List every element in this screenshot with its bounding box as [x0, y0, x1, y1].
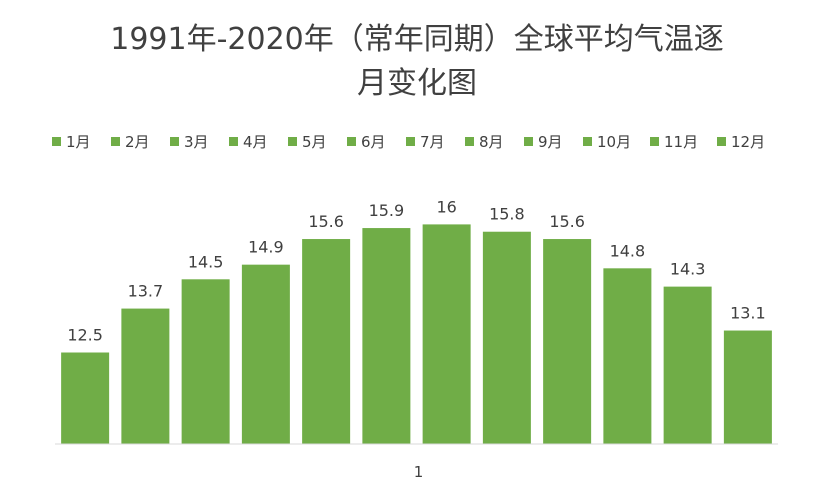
legend-item: 6月: [347, 133, 386, 151]
legend-swatch: [524, 137, 533, 146]
legend-swatch: [717, 137, 726, 146]
bar-9: [543, 239, 592, 444]
legend-swatch: [347, 137, 356, 146]
legend-swatch: [465, 137, 474, 146]
data-label-1: 12.5: [67, 326, 103, 345]
bar-10: [603, 268, 652, 444]
bar-8: [482, 231, 531, 444]
bar-12: [723, 330, 772, 444]
legend-label: 10月: [597, 133, 631, 151]
legend-label: 1月: [66, 133, 91, 151]
legend-item: 9月: [524, 133, 563, 151]
legend-label: 11月: [664, 133, 698, 151]
bar-2: [121, 308, 170, 444]
legend-swatch: [229, 137, 238, 146]
legend-swatch: [406, 137, 415, 146]
bar-5: [302, 239, 351, 444]
legend-item: 10月: [583, 133, 631, 151]
data-label-7: 16: [436, 197, 456, 216]
legend-swatch: [111, 137, 120, 146]
legend-swatch: [650, 137, 659, 146]
data-label-9: 15.6: [549, 212, 585, 231]
data-label-5: 15.6: [308, 212, 344, 231]
bar-6: [362, 228, 411, 444]
bar-7: [422, 224, 471, 444]
x-tick-label: 1: [414, 463, 424, 481]
bar-3: [181, 279, 230, 444]
legend-label: 2月: [125, 133, 150, 151]
data-label-6: 15.9: [369, 201, 405, 220]
legend-item: 7月: [406, 133, 445, 151]
legend-item: 1月: [52, 133, 91, 151]
legend-item: 8月: [465, 133, 504, 151]
data-label-3: 14.5: [188, 252, 224, 271]
data-label-12: 13.1: [730, 304, 766, 323]
data-label-group: 12.5 13.7 14.5 14.9 15.6 15.9 16 15.8 15.6 14.8 14…: [67, 197, 765, 344]
bar-4: [241, 264, 290, 444]
data-label-4: 14.9: [248, 238, 284, 257]
legend-item: 2月: [111, 133, 150, 151]
x-tick-group: 1: [414, 463, 424, 481]
legend-item: 11月: [650, 133, 698, 151]
chart-title: 1991年-2020年（常年同期）全球平均气温逐 月变化图: [0, 18, 834, 106]
legend-item: 5月: [288, 133, 327, 151]
chart-title-line-2: 月变化图: [357, 66, 477, 101]
legend-label: 6月: [361, 133, 386, 151]
bar-1: [61, 352, 110, 444]
data-label-10: 14.8: [610, 241, 646, 260]
legend-swatch: [52, 137, 61, 146]
data-label-11: 14.3: [670, 260, 706, 279]
legend-label: 9月: [538, 133, 563, 151]
legend-swatch: [170, 137, 179, 146]
legend-label: 12月: [731, 133, 765, 151]
legend-label: 5月: [302, 133, 327, 151]
legend-swatch: [288, 137, 297, 146]
legend-label: 3月: [184, 133, 209, 151]
chart-legend: 1月 2月 3月 4月 5月 6月 7月 8月 9月 10月 11月 12月: [52, 133, 765, 151]
legend-item: 4月: [229, 133, 268, 151]
legend-swatch: [583, 137, 592, 146]
legend-label: 8月: [479, 133, 504, 151]
legend-label: 7月: [420, 133, 445, 151]
data-label-8: 15.8: [489, 205, 525, 224]
legend-label: 4月: [243, 133, 268, 151]
legend-item: 3月: [170, 133, 209, 151]
bar-11: [663, 286, 712, 444]
chart-title-line-1: 1991年-2020年（常年同期）全球平均气温逐: [110, 22, 724, 57]
bar-group: [61, 224, 772, 444]
legend-item: 12月: [717, 133, 765, 151]
data-label-2: 13.7: [128, 282, 164, 301]
